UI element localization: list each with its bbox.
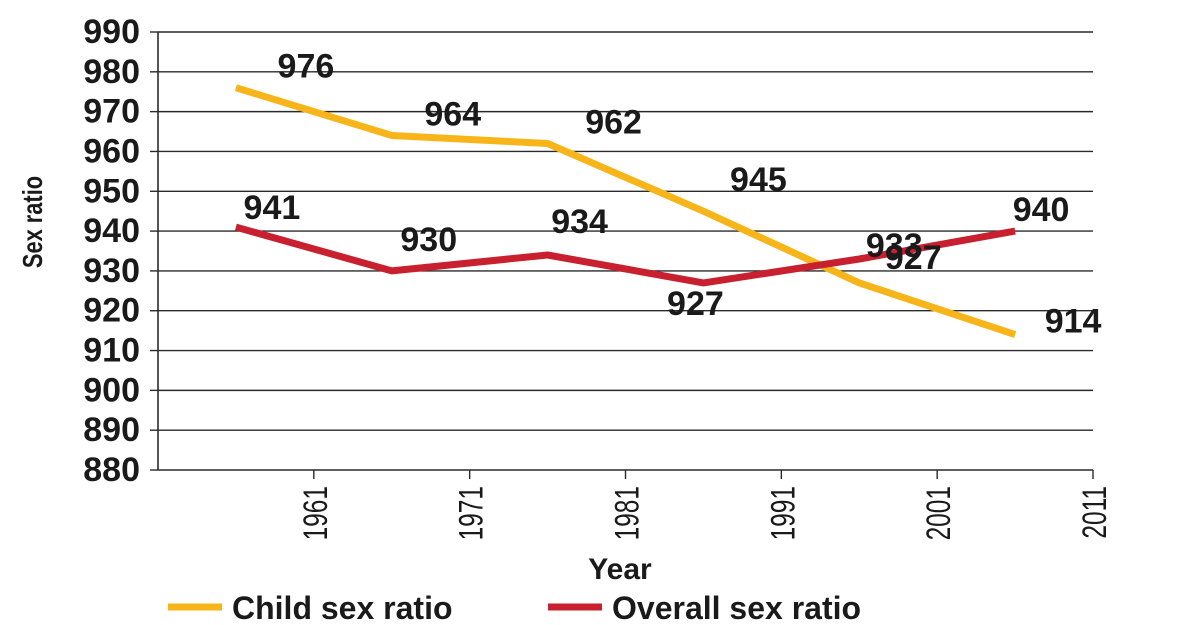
legend-item-child: Child sex ratio — [168, 590, 453, 625]
x-tick-label-2011: 2011 — [1076, 486, 1114, 539]
data-label-child-2011: 914 — [1045, 303, 1102, 341]
y-tick-label-960: 960 — [83, 132, 140, 170]
y-tick-label-950: 950 — [83, 172, 140, 210]
legend-label-overall: Overall sex ratio — [612, 590, 861, 625]
x-tick-label-2001: 2001 — [920, 486, 958, 540]
data-label-child-1961: 976 — [278, 48, 335, 86]
y-tick-label-940: 940 — [83, 212, 140, 250]
series-lines — [234, 84, 1017, 338]
data-label-child-2001: 927 — [885, 239, 942, 277]
x-tick-label-1961: 1961 — [297, 486, 335, 540]
x-tick-label-1991: 1991 — [764, 486, 802, 540]
y-tick-label-980: 980 — [83, 53, 140, 91]
y-tick-label-910: 910 — [83, 332, 140, 370]
data-label-overall-1991: 927 — [667, 285, 724, 323]
series-line-overall — [234, 223, 1016, 287]
series-line-child — [234, 84, 1017, 338]
grid-lines — [158, 31, 1093, 431]
y-tick-label-880: 880 — [83, 451, 140, 489]
y-tick-label-930: 930 — [83, 252, 140, 290]
legend-item-overall: Overall sex ratio — [548, 590, 861, 625]
data-label-overall-2001: 933 — [866, 227, 923, 265]
legend: Child sex ratio Overall sex ratio — [168, 590, 861, 625]
data-label-overall-2011: 940 — [1013, 191, 1070, 229]
data-label-child-1991: 945 — [730, 161, 787, 199]
legend-label-child: Child sex ratio — [232, 590, 453, 625]
y-tick-label-970: 970 — [83, 93, 140, 131]
y-axis-title: Sex ratio — [17, 176, 48, 268]
data-label-overall-1981: 934 — [551, 203, 608, 241]
x-tick-label-1971: 1971 — [453, 486, 491, 540]
y-tick-label-990: 990 — [83, 13, 140, 51]
x-axis-title: Year — [588, 553, 652, 586]
data-label-child-1971: 964 — [424, 96, 481, 134]
y-tick-label-890: 890 — [83, 411, 140, 449]
axes — [150, 31, 1094, 479]
data-label-overall-1971: 930 — [400, 221, 457, 259]
y-tick-label-900: 900 — [83, 371, 140, 409]
x-tick-label-1981: 1981 — [609, 486, 647, 540]
data-label-overall-1961: 941 — [244, 189, 301, 227]
y-tick-label-920: 920 — [83, 292, 140, 330]
data-label-child-1981: 962 — [585, 103, 642, 141]
x-tick-labels: 1961 1971 1981 1991 2001 2011 — [297, 486, 1114, 540]
